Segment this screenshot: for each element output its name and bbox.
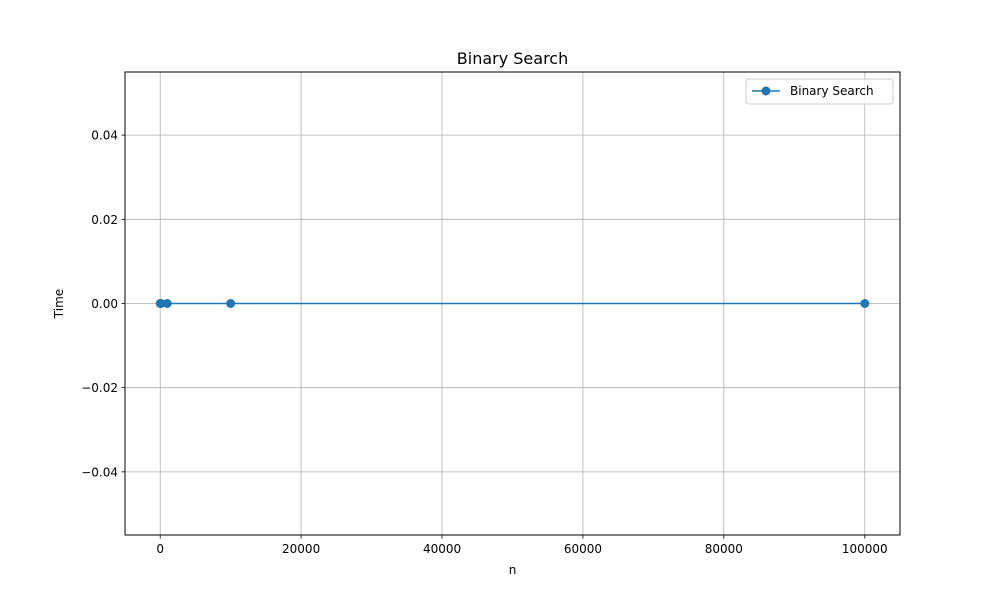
x-tick-label: 20000 — [282, 542, 320, 556]
legend-box — [745, 78, 894, 105]
y-axis-label: Time — [52, 289, 66, 319]
data-point — [226, 299, 236, 308]
y-tick-label: −0.04 — [81, 465, 118, 479]
x-tick-label: 100000 — [842, 542, 888, 556]
chart-title: Binary Search — [457, 49, 568, 68]
axis-ticks: 0 20000 40000 60000 80000 100000 −0.04 −0.02 0.0… — [81, 129, 887, 556]
y-tick-label: −0.02 — [81, 381, 118, 395]
x-tick-label: 40000 — [423, 542, 461, 556]
y-tick-label: 0.04 — [91, 129, 118, 143]
x-tick-label: 60000 — [564, 542, 602, 556]
legend-marker-sample — [761, 86, 771, 96]
x-tick-label: 80000 — [705, 542, 743, 556]
data-point — [162, 299, 172, 308]
data-point — [156, 299, 166, 308]
data-series — [155, 299, 870, 308]
legend: Binary Search — [745, 78, 894, 105]
y-tick-label: 0.02 — [91, 213, 118, 227]
x-axis-label: n — [509, 563, 517, 577]
x-tick-label: 0 — [156, 542, 164, 556]
legend-label: Binary Search — [790, 84, 874, 98]
y-tick-label: 0.00 — [91, 297, 118, 311]
data-point — [860, 299, 870, 308]
